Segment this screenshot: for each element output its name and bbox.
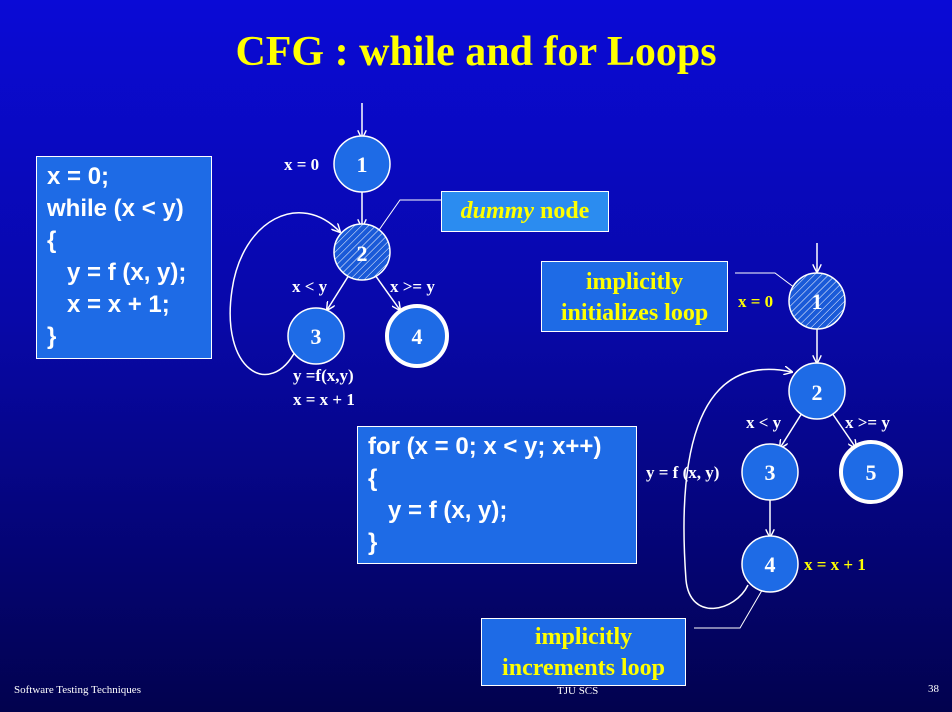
node-4-label: 4: [765, 552, 776, 577]
body-label: y = f (x, y): [646, 463, 719, 482]
while-graph: 1 2 3 4 x = 0 x < y x >= y y =f(x,y) x =…: [229, 103, 449, 409]
code-line: x = x + 1;: [47, 291, 170, 318]
node-3: [287, 307, 345, 365]
node-2: [788, 362, 846, 420]
footer-center: TJU SCS: [557, 685, 599, 697]
x-init-label: x = 0: [738, 292, 773, 311]
back-edge-4-2: [683, 369, 792, 610]
edge-2-3: [327, 274, 350, 310]
callout-line: increments loop: [502, 655, 665, 681]
body-label-2: x = x + 1: [293, 390, 355, 409]
node-1-label: 1: [812, 289, 823, 314]
false-branch-label: x >= y: [390, 277, 435, 296]
node-4-exit: [385, 304, 449, 368]
edge-2-4: [374, 274, 400, 310]
code-line: {: [368, 465, 378, 492]
node-3-label: 3: [765, 460, 776, 485]
dummy-node-callout: dummy node: [441, 191, 609, 232]
code-line: }: [47, 323, 57, 350]
increments-loop-callout: implicitly increments loop: [481, 618, 686, 686]
x-init-label: x = 0: [284, 155, 319, 174]
code-line: while (x < y): [47, 195, 184, 222]
true-branch-label: x < y: [292, 277, 328, 296]
code-line: y = f (x, y);: [368, 497, 508, 524]
callout-line: implicitly: [585, 269, 684, 295]
dummy-pointer: [371, 199, 441, 241]
initializes-loop-callout: implicitly initializes loop: [541, 261, 728, 332]
code-line: {: [47, 227, 57, 254]
back-edge-3-2: [229, 212, 340, 376]
increment-label: x = x + 1: [804, 555, 866, 574]
false-branch-label: x >= y: [845, 413, 890, 432]
node-2-label: 2: [812, 380, 823, 405]
node-3: [741, 443, 799, 501]
while-code-box: x = 0; while (x < y) { y = f (x, y); x =…: [36, 156, 212, 359]
edge-2-3: [780, 412, 803, 448]
body-label-1: y =f(x,y): [293, 366, 354, 385]
node-4: [741, 535, 799, 593]
code-line: for (x = 0; x < y; x++): [368, 433, 602, 460]
for-graph: 1 2 3 4 5 x = 0 x < y x >= y y = f (x, y…: [646, 243, 903, 629]
node-2-label: 2: [357, 241, 368, 266]
node-1: [333, 135, 391, 193]
node-1-label: 1: [357, 152, 368, 177]
code-line: y = f (x, y);: [47, 259, 187, 286]
node-3-label: 3: [311, 324, 322, 349]
dummy-word: dummy: [460, 198, 534, 224]
node-5-exit: [839, 440, 903, 504]
node-word: node: [533, 198, 590, 224]
callout-line: initializes loop: [560, 300, 709, 326]
true-branch-label: x < y: [746, 413, 782, 432]
edge-2-5: [831, 412, 856, 448]
code-line: x = 0;: [47, 163, 110, 190]
footer-left: Software Testing Techniques: [14, 684, 141, 696]
node-1-dummy: [788, 272, 846, 330]
slide-title: CFG : while and for Loops: [235, 29, 717, 75]
node-2-dummy: [333, 223, 391, 281]
node-5-label: 5: [866, 460, 877, 485]
code-line: }: [368, 529, 378, 556]
page-number: 38: [928, 683, 939, 695]
init-pointer: [735, 272, 796, 289]
node-4-label: 4: [412, 324, 423, 349]
for-code-box: for (x = 0; x < y; x++) { y = f (x, y); …: [357, 426, 637, 564]
increment-pointer: [694, 579, 769, 629]
callout-line: implicitly: [534, 624, 633, 650]
